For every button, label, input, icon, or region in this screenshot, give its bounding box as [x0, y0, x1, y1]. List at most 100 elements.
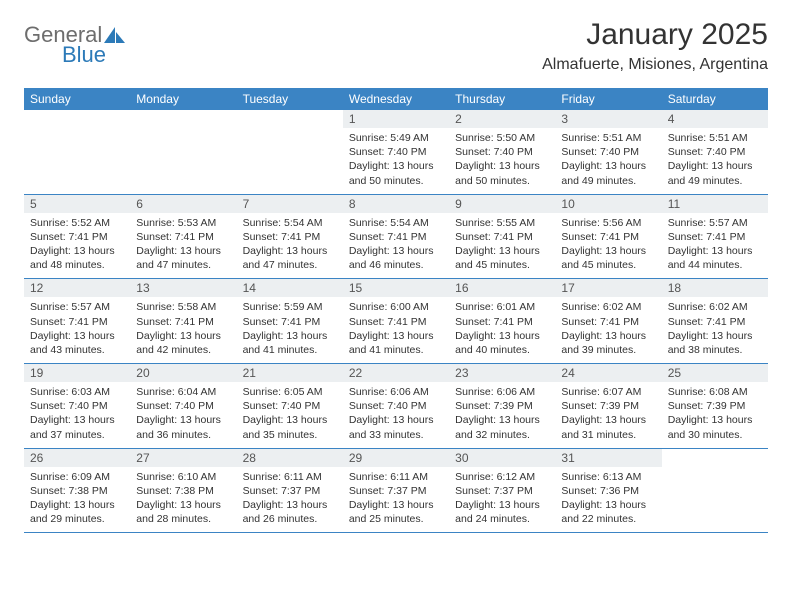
day-details: Sunrise: 6:11 AMSunset: 7:37 PMDaylight:…: [237, 467, 343, 533]
daylight-text: Daylight: 13 hours and 49 minutes.: [668, 159, 762, 187]
day-details: Sunrise: 5:52 AMSunset: 7:41 PMDaylight:…: [24, 213, 130, 279]
sunrise-text: Sunrise: 5:54 AM: [349, 216, 443, 230]
daylight-text: Daylight: 13 hours and 35 minutes.: [243, 413, 337, 441]
day-number: 4: [662, 110, 768, 128]
day-number: 24: [555, 364, 661, 382]
daylight-text: Daylight: 13 hours and 50 minutes.: [349, 159, 443, 187]
day-number: 3: [555, 110, 661, 128]
sunrise-text: Sunrise: 6:12 AM: [455, 470, 549, 484]
day-details: Sunrise: 5:54 AMSunset: 7:41 PMDaylight:…: [237, 213, 343, 279]
day-details: Sunrise: 6:01 AMSunset: 7:41 PMDaylight:…: [449, 297, 555, 363]
weekday-monday: Monday: [130, 88, 236, 110]
day-number: 26: [24, 449, 130, 467]
sunset-text: Sunset: 7:37 PM: [455, 484, 549, 498]
sunset-text: Sunset: 7:37 PM: [349, 484, 443, 498]
weekday-friday: Friday: [555, 88, 661, 110]
day-details: Sunrise: 6:12 AMSunset: 7:37 PMDaylight:…: [449, 467, 555, 533]
day-details: Sunrise: 5:49 AMSunset: 7:40 PMDaylight:…: [343, 128, 449, 194]
day-number: 17: [555, 279, 661, 297]
sunset-text: Sunset: 7:41 PM: [243, 230, 337, 244]
sunrise-text: Sunrise: 6:01 AM: [455, 300, 549, 314]
week-row: 1Sunrise: 5:49 AMSunset: 7:40 PMDaylight…: [24, 110, 768, 195]
sunrise-text: Sunrise: 5:51 AM: [561, 131, 655, 145]
day-details: Sunrise: 5:56 AMSunset: 7:41 PMDaylight:…: [555, 213, 661, 279]
sunset-text: Sunset: 7:38 PM: [136, 484, 230, 498]
daylight-text: Daylight: 13 hours and 30 minutes.: [668, 413, 762, 441]
day-cell: [662, 449, 768, 533]
day-details: Sunrise: 5:57 AMSunset: 7:41 PMDaylight:…: [24, 297, 130, 363]
sunset-text: Sunset: 7:41 PM: [243, 315, 337, 329]
sunrise-text: Sunrise: 6:04 AM: [136, 385, 230, 399]
sunrise-text: Sunrise: 6:10 AM: [136, 470, 230, 484]
day-details: Sunrise: 5:59 AMSunset: 7:41 PMDaylight:…: [237, 297, 343, 363]
daylight-text: Daylight: 13 hours and 39 minutes.: [561, 329, 655, 357]
sunset-text: Sunset: 7:41 PM: [668, 230, 762, 244]
day-details: Sunrise: 6:06 AMSunset: 7:40 PMDaylight:…: [343, 382, 449, 448]
sunset-text: Sunset: 7:41 PM: [561, 315, 655, 329]
day-cell: [24, 110, 130, 194]
daylight-text: Daylight: 13 hours and 44 minutes.: [668, 244, 762, 272]
day-number: 6: [130, 195, 236, 213]
day-number: 11: [662, 195, 768, 213]
day-details: Sunrise: 5:55 AMSunset: 7:41 PMDaylight:…: [449, 213, 555, 279]
day-number: 13: [130, 279, 236, 297]
sunrise-text: Sunrise: 5:50 AM: [455, 131, 549, 145]
day-details: Sunrise: 6:10 AMSunset: 7:38 PMDaylight:…: [130, 467, 236, 533]
day-details: Sunrise: 6:03 AMSunset: 7:40 PMDaylight:…: [24, 382, 130, 448]
day-cell: 8Sunrise: 5:54 AMSunset: 7:41 PMDaylight…: [343, 195, 449, 279]
sunset-text: Sunset: 7:41 PM: [136, 315, 230, 329]
day-details: Sunrise: 5:50 AMSunset: 7:40 PMDaylight:…: [449, 128, 555, 194]
sunset-text: Sunset: 7:39 PM: [668, 399, 762, 413]
week-row: 12Sunrise: 5:57 AMSunset: 7:41 PMDayligh…: [24, 279, 768, 364]
sunset-text: Sunset: 7:40 PM: [668, 145, 762, 159]
logo: GeneralBlue: [24, 18, 126, 68]
daylight-text: Daylight: 13 hours and 42 minutes.: [136, 329, 230, 357]
weekday-saturday: Saturday: [662, 88, 768, 110]
sunrise-text: Sunrise: 6:05 AM: [243, 385, 337, 399]
day-cell: 21 Sunrise: 6:05 AMSunset: 7:40 PMDayligh…: [237, 364, 343, 448]
day-details: Sunrise: 6:11 AMSunset: 7:37 PMDaylight:…: [343, 467, 449, 533]
day-details: Sunrise: 6:06 AMSunset: 7:39 PMDaylight:…: [449, 382, 555, 448]
sunrise-text: Sunrise: 5:52 AM: [30, 216, 124, 230]
day-number: 20: [130, 364, 236, 382]
day-number: 10: [555, 195, 661, 213]
daylight-text: Daylight: 13 hours and 25 minutes.: [349, 498, 443, 526]
day-cell: 25Sunrise: 6:08 AMSunset: 7:39 PMDayligh…: [662, 364, 768, 448]
sunset-text: Sunset: 7:39 PM: [561, 399, 655, 413]
day-cell: 19Sunrise: 6:03 AMSunset: 7:40 PMDayligh…: [24, 364, 130, 448]
sunrise-text: Sunrise: 6:13 AM: [561, 470, 655, 484]
day-number: 8: [343, 195, 449, 213]
sunrise-text: Sunrise: 6:11 AM: [243, 470, 337, 484]
day-cell: 4Sunrise: 5:51 AMSunset: 7:40 PMDaylight…: [662, 110, 768, 194]
day-details: Sunrise: 6:08 AMSunset: 7:39 PMDaylight:…: [662, 382, 768, 448]
daylight-text: Daylight: 13 hours and 26 minutes.: [243, 498, 337, 526]
day-cell: 20Sunrise: 6:04 AMSunset: 7:40 PMDayligh…: [130, 364, 236, 448]
day-cell: 18Sunrise: 6:02 AMSunset: 7:41 PMDayligh…: [662, 279, 768, 363]
day-details: Sunrise: 5:57 AMSunset: 7:41 PMDaylight:…: [662, 213, 768, 279]
day-cell: 1Sunrise: 5:49 AMSunset: 7:40 PMDaylight…: [343, 110, 449, 194]
day-cell: 2Sunrise: 5:50 AMSunset: 7:40 PMDaylight…: [449, 110, 555, 194]
daylight-text: Daylight: 13 hours and 45 minutes.: [455, 244, 549, 272]
sunset-text: Sunset: 7:37 PM: [243, 484, 337, 498]
day-details: Sunrise: 5:58 AMSunset: 7:41 PMDaylight:…: [130, 297, 236, 363]
day-cell: 7Sunrise: 5:54 AMSunset: 7:41 PMDaylight…: [237, 195, 343, 279]
daylight-text: Daylight: 13 hours and 46 minutes.: [349, 244, 443, 272]
sunset-text: Sunset: 7:41 PM: [30, 230, 124, 244]
month-title: January 2025: [542, 18, 768, 52]
day-number: 7: [237, 195, 343, 213]
daylight-text: Daylight: 13 hours and 47 minutes.: [243, 244, 337, 272]
sunrise-text: Sunrise: 5:54 AM: [243, 216, 337, 230]
title-block: January 2025 Almafuerte, Misiones, Argen…: [542, 18, 768, 74]
day-cell: 24Sunrise: 6:07 AMSunset: 7:39 PMDayligh…: [555, 364, 661, 448]
daylight-text: Daylight: 13 hours and 28 minutes.: [136, 498, 230, 526]
day-number: 30: [449, 449, 555, 467]
daylight-text: Daylight: 13 hours and 43 minutes.: [30, 329, 124, 357]
sunset-text: Sunset: 7:40 PM: [243, 399, 337, 413]
weeks-container: 1Sunrise: 5:49 AMSunset: 7:40 PMDaylight…: [24, 110, 768, 533]
sunrise-text: Sunrise: 5:58 AM: [136, 300, 230, 314]
weekday-sunday: Sunday: [24, 88, 130, 110]
day-details: Sunrise: 5:51 AMSunset: 7:40 PMDaylight:…: [662, 128, 768, 194]
day-cell: 6Sunrise: 5:53 AMSunset: 7:41 PMDaylight…: [130, 195, 236, 279]
daylight-text: Daylight: 13 hours and 48 minutes.: [30, 244, 124, 272]
day-number: 21: [237, 364, 343, 382]
